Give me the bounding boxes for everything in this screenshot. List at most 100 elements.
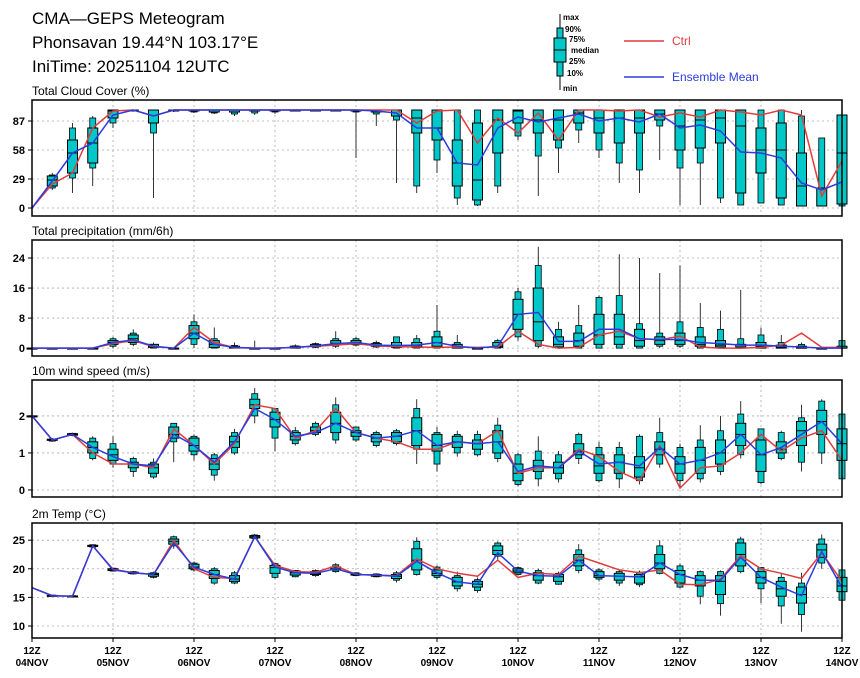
boxplot-p25-p75 xyxy=(694,109,706,149)
boxplot xyxy=(532,246,544,349)
boxplot-p25-p75 xyxy=(613,109,625,144)
boxplot-p25-p75 xyxy=(472,439,483,450)
y-tick-label: 0 xyxy=(19,343,25,355)
x-tick-hour: 12Z xyxy=(509,646,526,657)
boxplot-p25-p75 xyxy=(330,411,342,434)
ensemble-mean-line xyxy=(31,407,843,473)
boxplot-p25-p75 xyxy=(796,152,807,207)
x-tick-date: 13NOV xyxy=(745,658,778,669)
boxplot-p25-p75 xyxy=(634,328,645,347)
panel-frame xyxy=(31,239,843,357)
x-tick-date: 04NOV xyxy=(16,658,49,669)
y-tick-label: 0 xyxy=(19,485,25,497)
x-tick-hour: 12Z xyxy=(752,646,769,657)
boxplot-p25-p75 xyxy=(148,463,159,474)
boxplot xyxy=(674,109,686,205)
panel-frame xyxy=(31,379,843,498)
x-tick-date: 08NOV xyxy=(340,658,373,669)
panel-3: 2m Temp (°C) 10 15 20 25 xyxy=(13,507,848,639)
boxplot-p25-p75 xyxy=(715,575,726,596)
y-tick-label: 29 xyxy=(13,174,25,186)
y-tick-label: 25 xyxy=(13,535,25,547)
ensemble-mean-line xyxy=(31,535,843,597)
x-tick-hour: 12Z xyxy=(590,646,607,657)
panel-frame xyxy=(31,99,843,217)
boxplot xyxy=(168,422,180,463)
boxplot-p25-p75 xyxy=(796,420,807,447)
boxplot-p25-p75 xyxy=(492,109,504,154)
boxplot xyxy=(492,541,504,561)
x-tick-date: 06NOV xyxy=(178,658,211,669)
boxplot xyxy=(654,540,666,575)
panel-0: Total Cloud Cover (%) 0 29 58 87 xyxy=(13,84,848,217)
panel-2: 10m wind speed (m/s) 0 1 2 xyxy=(19,364,848,498)
panel-title: Total precipitation (mm/6h) xyxy=(32,224,173,238)
x-tick-date: 12NOV xyxy=(664,658,697,669)
y-tick-label: 20 xyxy=(13,564,25,576)
x-tick-date: 09NOV xyxy=(421,658,454,669)
panel-title: 10m wind speed (m/s) xyxy=(32,364,150,378)
y-tick-label: 2 xyxy=(19,411,25,423)
x-tick-date: 05NOV xyxy=(97,658,130,669)
panel-1: Total precipitation (mm/6h) 0 8 16 24 xyxy=(13,224,848,357)
legend-p75: 75% xyxy=(569,35,585,44)
boxplot xyxy=(431,109,443,173)
boxplot-p25-p75 xyxy=(593,571,605,578)
x-tick-hour: 12Z xyxy=(104,646,121,657)
boxplot-p25-p75 xyxy=(674,109,686,151)
boxplot-p25-p75 xyxy=(715,109,726,144)
boxplot xyxy=(755,109,767,204)
boxplot-p25-p75 xyxy=(613,454,625,474)
legend-median: median xyxy=(571,46,599,55)
ensemble-mean-line xyxy=(32,311,842,349)
boxplot xyxy=(674,265,686,349)
boxplot-p25-p75 xyxy=(411,109,423,134)
panels: Total Cloud Cover (%) 0 29 58 87 Total precip… xyxy=(13,84,848,639)
panel-title: Total Cloud Cover (%) xyxy=(32,84,149,98)
x-axis: 12Z04NOV12Z05NOV12Z06NOV12Z07NOV12Z08NOV… xyxy=(16,638,859,669)
boxplot-p25-p75 xyxy=(431,109,443,141)
chart-title: CMA—GEPS Meteogram xyxy=(32,9,225,28)
x-tick-hour: 12Z xyxy=(671,646,688,657)
legend-max: max xyxy=(563,13,580,22)
x-tick-hour: 12Z xyxy=(23,646,40,657)
ctrl-line xyxy=(31,535,843,597)
legend-mean-label: Ensemble Mean xyxy=(672,70,759,84)
boxplot-p25-p75 xyxy=(573,332,585,347)
y-tick-label: 15 xyxy=(13,592,25,604)
y-tick-label: 24 xyxy=(13,253,26,265)
x-tick-date: 11NOV xyxy=(583,658,616,669)
x-tick-date: 07NOV xyxy=(259,658,292,669)
boxplot-p25-p75 xyxy=(472,122,483,201)
boxplot-p25-p75 xyxy=(431,336,443,347)
y-tick-label: 87 xyxy=(13,116,25,128)
x-tick-hour: 12Z xyxy=(185,646,202,657)
y-tick-label: 58 xyxy=(13,145,25,157)
boxplot-p25-p75 xyxy=(634,456,645,478)
ctrl-line xyxy=(31,403,843,490)
boxplot-p25-p75 xyxy=(532,287,544,342)
legend-p25: 25% xyxy=(569,57,585,66)
x-tick-hour: 12Z xyxy=(428,646,445,657)
ensemble-mean-line xyxy=(31,109,843,209)
boxplot-p25-p75 xyxy=(249,398,261,410)
boxplot-p25-p75 xyxy=(775,122,787,199)
x-tick-date: 10NOV xyxy=(502,658,535,669)
boxplot xyxy=(654,109,666,160)
boxplot-p25-p75 xyxy=(634,573,645,584)
legend: max 90% 75% median 25% 10% min Ctrl Ense… xyxy=(553,13,759,93)
boxplot xyxy=(796,110,807,207)
y-tick-label: 1 xyxy=(19,448,25,460)
y-tick-label: 0 xyxy=(19,203,25,215)
location-label: Phonsavan 19.44°N 103.17°E xyxy=(32,33,258,52)
boxplot xyxy=(694,109,706,205)
y-tick-label: 10 xyxy=(13,621,25,633)
legend-min: min xyxy=(563,84,577,93)
init-time-label: IniTime: 20251104 12UTC xyxy=(32,57,230,76)
y-tick-label: 16 xyxy=(13,283,25,295)
boxplot-p25-p75 xyxy=(755,439,767,472)
boxplot-p25-p75 xyxy=(654,553,666,570)
boxplot xyxy=(472,109,483,206)
x-tick-hour: 12Z xyxy=(833,646,850,657)
